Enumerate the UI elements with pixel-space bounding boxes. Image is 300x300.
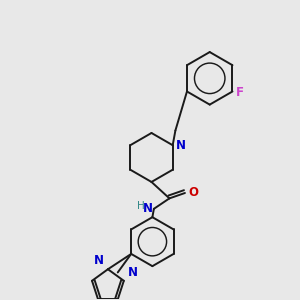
Text: O: O bbox=[188, 186, 198, 199]
Text: N: N bbox=[142, 202, 152, 215]
Text: F: F bbox=[236, 86, 244, 100]
Text: N: N bbox=[128, 266, 137, 279]
Text: N: N bbox=[94, 254, 104, 267]
Text: N: N bbox=[176, 139, 186, 152]
Text: H: H bbox=[136, 201, 144, 212]
